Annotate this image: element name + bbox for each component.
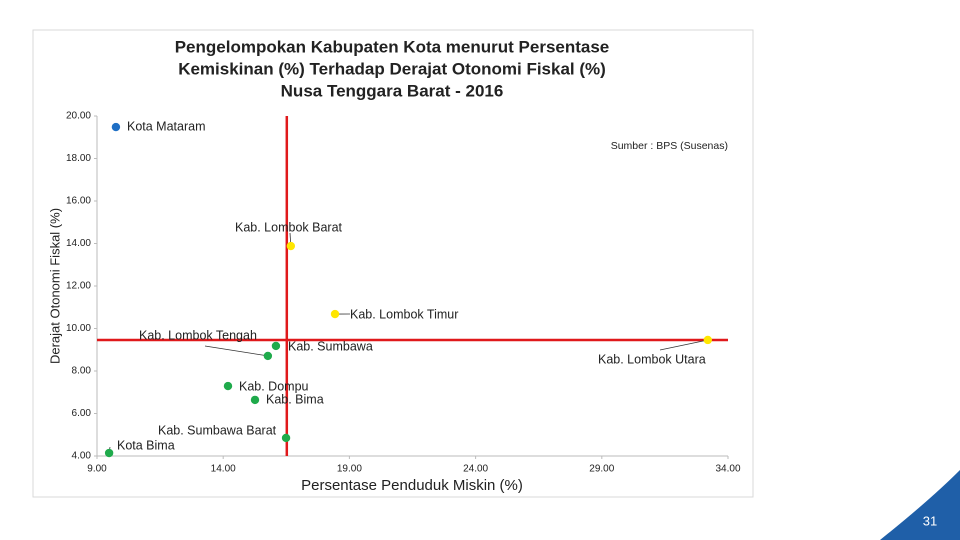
x-tick-label: 34.00 xyxy=(715,464,740,475)
x-axis-title: Persentase Penduduk Miskin (%) xyxy=(301,477,523,494)
point xyxy=(263,351,273,361)
chart-title: Pengelompokan Kabupaten Kota menurut Per… xyxy=(175,37,610,56)
chart-title: Kemiskinan (%) Terhadap Derajat Otonomi … xyxy=(178,59,606,78)
page-number: 31 xyxy=(923,513,937,528)
point xyxy=(703,335,713,345)
point xyxy=(271,341,281,351)
y-tick-label: 20.00 xyxy=(66,111,91,122)
x-tick-label: 29.00 xyxy=(589,464,614,475)
point-label: Kab. Sumbawa xyxy=(288,339,373,353)
y-tick-label: 4.00 xyxy=(72,451,92,462)
source-note: Sumber : BPS (Susenas) xyxy=(611,140,728,152)
point xyxy=(223,381,233,391)
point-label: Kab. Lombok Tengah xyxy=(139,328,257,342)
y-tick-label: 10.00 xyxy=(66,323,91,334)
point-label: Kota Mataram xyxy=(127,119,206,133)
y-tick-label: 12.00 xyxy=(66,281,91,292)
point-label: Kab. Lombok Utara xyxy=(598,352,706,366)
point-label: Kab. Lombok Timur xyxy=(350,307,458,321)
x-tick-label: 14.00 xyxy=(211,464,236,475)
point xyxy=(250,395,260,405)
leader-line xyxy=(204,345,268,357)
leader-line xyxy=(659,339,708,351)
chart-title: Nusa Tenggara Barat - 2016 xyxy=(281,81,504,100)
point xyxy=(104,448,114,458)
point-label: Kab. Lombok Barat xyxy=(235,220,343,234)
point xyxy=(281,433,291,443)
point xyxy=(330,309,340,319)
x-tick-label: 24.00 xyxy=(463,464,488,475)
point xyxy=(286,241,296,251)
y-axis-title: Derajat Otonomi Fiskal (%) xyxy=(47,208,62,364)
point xyxy=(111,122,121,132)
y-tick-label: 16.00 xyxy=(66,196,91,207)
y-tick-label: 6.00 xyxy=(72,408,92,419)
y-tick-label: 8.00 xyxy=(72,366,92,377)
point-label: Kab. Dompu xyxy=(239,379,309,393)
point-label: Kab. Bima xyxy=(266,392,324,406)
corner-decoration xyxy=(880,470,960,540)
x-tick-label: 19.00 xyxy=(337,464,362,475)
y-tick-label: 14.00 xyxy=(66,238,91,249)
point-label: Kab. Sumbawa Barat xyxy=(158,423,277,437)
y-tick-label: 18.00 xyxy=(66,153,91,164)
chart-frame xyxy=(32,29,754,498)
x-tick-label: 9.00 xyxy=(87,464,107,475)
point-label: Kota Bima xyxy=(117,438,175,452)
